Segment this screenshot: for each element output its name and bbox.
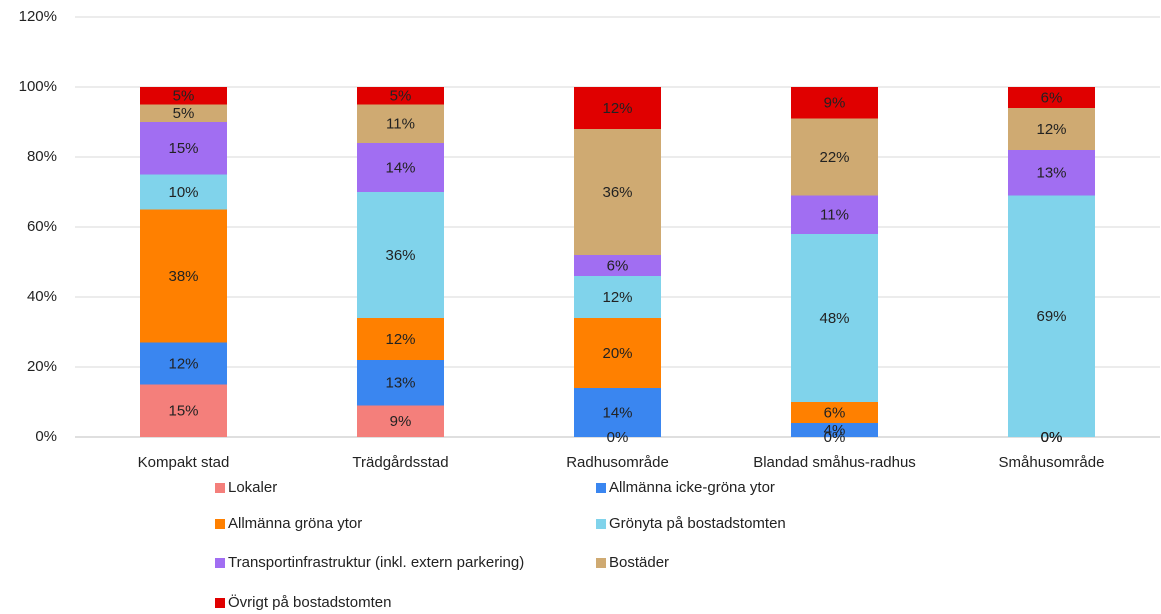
y-tick-label: 40% [27, 288, 57, 305]
data-label: 5% [173, 105, 195, 122]
bar-segment [791, 118, 878, 196]
bar-segment [574, 87, 661, 129]
data-label: 15% [168, 140, 198, 157]
data-label: 0% [1041, 429, 1063, 446]
bar-segment [140, 122, 227, 175]
data-label: 14% [385, 159, 415, 176]
data-label: 0% [1041, 429, 1063, 446]
data-label: 5% [173, 88, 195, 105]
legend-swatch [215, 558, 225, 568]
y-tick-label: 0% [35, 428, 57, 445]
data-label: 15% [168, 403, 198, 420]
legend-swatch [596, 483, 606, 493]
bar-segment [357, 143, 444, 192]
data-label: 4% [824, 422, 846, 439]
data-label: 0% [607, 429, 629, 446]
data-label: 11% [820, 207, 849, 224]
x-tick-label: Blandad småhus-radhus [753, 454, 916, 471]
data-label: 36% [385, 247, 415, 264]
data-label: 38% [168, 268, 198, 285]
bar-segment [140, 174, 227, 210]
bar-segment [574, 129, 661, 255]
bar-segment [140, 384, 227, 437]
bar-segment [357, 87, 444, 105]
data-label: 11% [386, 116, 415, 133]
bar-segment [357, 318, 444, 360]
x-tick-label: Trädgårdsstad [352, 454, 448, 471]
data-label: 6% [824, 404, 846, 421]
bar-segment [357, 104, 444, 143]
y-tick-label: 20% [27, 358, 57, 375]
data-label: 10% [168, 184, 198, 201]
data-label: 9% [390, 413, 412, 430]
legend-label: Övrigt på bostadstomten [228, 593, 391, 611]
bar-segment [791, 423, 878, 437]
legend-swatch [215, 598, 225, 608]
bar-segment [1008, 108, 1095, 150]
data-label: 22% [819, 149, 849, 166]
bar-segment [140, 87, 227, 105]
bar-segment [574, 318, 661, 388]
bar-segment [140, 209, 227, 343]
legend-label: Bostäder [609, 554, 669, 571]
bar-segment [574, 388, 661, 437]
bar-segment [1008, 150, 1095, 196]
data-label: 12% [385, 331, 415, 348]
bar-segment [357, 360, 444, 406]
data-label: 36% [602, 184, 632, 201]
bar-segment [791, 402, 878, 423]
data-label: 13% [1036, 165, 1066, 182]
legend-swatch [596, 519, 606, 529]
legend-label: Allmänna gröna ytor [228, 515, 362, 532]
x-tick-label: Radhusområde [566, 454, 669, 471]
y-tick-label: 80% [27, 148, 57, 165]
data-label: 12% [602, 289, 632, 306]
bar-segment [791, 87, 878, 119]
bar-segment [791, 195, 878, 234]
legend-label: Lokaler [228, 479, 277, 496]
data-label: 6% [607, 257, 629, 274]
legend-label: Allmänna icke-gröna ytor [609, 479, 775, 496]
data-label: 0% [1041, 429, 1063, 446]
data-label: 6% [1041, 89, 1063, 106]
data-label: 69% [1036, 308, 1066, 325]
bar-segment [791, 234, 878, 402]
x-tick-label: Småhusområde [999, 454, 1105, 471]
data-label: 0% [824, 429, 846, 446]
data-label: 13% [385, 375, 415, 392]
bar-segment [357, 192, 444, 318]
y-tick-label: 100% [19, 78, 57, 95]
data-label: 12% [168, 355, 198, 372]
x-tick-label: Kompakt stad [138, 454, 230, 471]
data-label: 12% [602, 100, 632, 117]
data-label: 9% [824, 95, 846, 112]
bar-segment [140, 342, 227, 385]
bar-segment [574, 276, 661, 318]
legend-label: Transportinfrastruktur (inkl. extern par… [228, 554, 524, 571]
data-label: 20% [602, 345, 632, 362]
bar-segment [357, 405, 444, 437]
legend-swatch [215, 519, 225, 529]
y-tick-label: 60% [27, 218, 57, 235]
legend-swatch [215, 483, 225, 493]
data-label: 12% [1036, 121, 1066, 138]
bar-segment [1008, 87, 1095, 108]
data-label: 5% [390, 88, 412, 105]
legend-swatch [596, 558, 606, 568]
data-label: 48% [819, 310, 849, 327]
legend-label: Grönyta på bostadstomten [609, 515, 786, 532]
data-label: 14% [602, 404, 632, 421]
bar-segment [140, 104, 227, 122]
bar-segment [1008, 195, 1095, 437]
y-tick-label: 120% [19, 8, 57, 25]
bar-segment [574, 255, 661, 276]
